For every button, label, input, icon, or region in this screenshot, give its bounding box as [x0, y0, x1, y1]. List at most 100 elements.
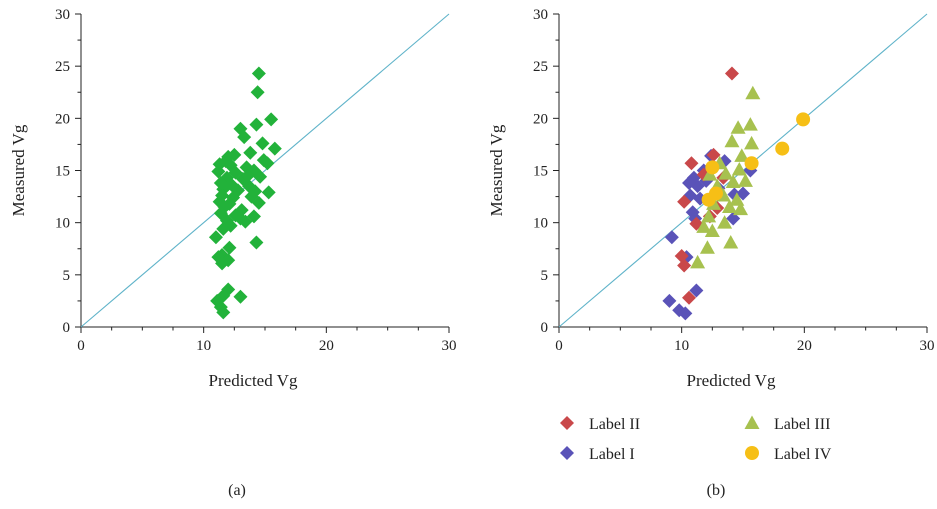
legend: Label II Label I Label III Label IV — [560, 415, 832, 463]
panel-b-x-tick-label: 0 — [555, 338, 563, 354]
panel-b-data-point — [682, 290, 697, 305]
panel-b-data-point — [796, 112, 811, 127]
panel-b-y-tick-label: 20 — [533, 111, 548, 127]
panel-b-y-tick-label: 25 — [533, 59, 548, 75]
panel-b-series-label-iv — [701, 112, 811, 207]
panel-a-data-point — [249, 117, 264, 132]
panel-b-x-tick-label: 20 — [797, 338, 812, 354]
panel-a-data-point — [251, 66, 266, 81]
panel-b-data-point — [724, 133, 740, 148]
legend-entry-label-iii: Label III — [744, 415, 830, 433]
panel-a-y-axis-label: Measured Vg — [9, 124, 28, 216]
panel-a-y-tick-label: 0 — [63, 320, 71, 336]
panel-b-data-point — [731, 161, 747, 176]
panel-b-data-point — [706, 147, 721, 162]
panel-a-data-point — [249, 235, 264, 250]
legend-label: Label IV — [774, 446, 832, 463]
panel-b-data-point — [696, 219, 712, 233]
panel-b-data-point — [677, 194, 692, 209]
panel-a-data-point — [216, 221, 231, 236]
panel-b-data-point — [664, 230, 679, 245]
panel-a-data-point — [253, 169, 268, 184]
panel-b-data-point — [699, 240, 715, 254]
panel-b-data-point — [775, 141, 790, 156]
panel-a: 0 10 20 30 0 5 10 15 20 25 30 Predicted Vg Measured … — [9, 7, 457, 499]
panel-a-y-tick-label: 10 — [55, 216, 70, 232]
panel-b-data-point — [724, 66, 739, 81]
panel-b-data-point — [690, 254, 706, 269]
panel-a-data-point — [261, 185, 276, 200]
panel-a-data-point — [260, 156, 275, 171]
legend-entry-label-i: Label I — [560, 446, 635, 463]
panel-b-data-point — [678, 306, 693, 321]
panel-b-data-point — [717, 215, 733, 229]
panel-b-data-point — [682, 176, 697, 191]
panel-a-data-point — [208, 230, 223, 245]
panel-b-data-point — [684, 156, 699, 171]
panel-b-data-point — [745, 85, 761, 100]
legend-entry-label-ii: Label II — [560, 416, 640, 433]
legend-label: Label III — [774, 416, 830, 433]
panel-b-data-point — [725, 174, 741, 188]
panel-b-data-point — [722, 199, 738, 214]
panel-a-data-point — [215, 256, 230, 271]
panel-a-data-point — [264, 112, 279, 127]
panel-b-data-point — [730, 120, 746, 134]
panel-b-y-tick-label: 30 — [533, 7, 548, 23]
panel-a-reference-line — [80, 13, 450, 328]
panel-a-data-point — [222, 240, 237, 255]
panel-b-y-tick-label: 5 — [541, 268, 549, 284]
panel-b-y-tick-label: 15 — [533, 164, 548, 180]
panel-a-data-point — [240, 168, 255, 183]
panel-b-series-label-iii — [690, 85, 761, 269]
legend-marker-label-iii — [744, 415, 760, 429]
panel-b-data-point — [744, 156, 759, 171]
panel-b-label: (b) — [707, 482, 726, 499]
panel-a-x-tick-label: 30 — [442, 338, 457, 354]
panel-b-data-point — [709, 186, 724, 201]
panel-a-y-tick-label: 20 — [55, 111, 70, 127]
legend-marker-label-i — [560, 446, 574, 460]
panel-b-data-point — [718, 166, 734, 180]
panel-a-x-tick-label: 10 — [196, 338, 211, 354]
legend-label: Label I — [589, 446, 635, 463]
panel-a-y-tick-label: 5 — [63, 268, 71, 284]
panel-a-y-tick-label: 15 — [55, 164, 70, 180]
panel-a-y-tick-label: 30 — [55, 7, 70, 23]
panel-a-data-point — [233, 211, 248, 226]
legend-marker-label-ii — [560, 416, 574, 430]
panel-a-data-point — [216, 305, 231, 320]
panel-a-data-point — [211, 164, 226, 179]
panel-b-data-point — [733, 201, 749, 216]
panel-b-x-tick-label: 30 — [920, 338, 935, 354]
legend-entry-label-iv: Label IV — [745, 446, 832, 463]
panel-a-data-point — [267, 141, 282, 156]
panel-a-data-point — [242, 179, 257, 194]
panel-b: 0 10 20 30 0 5 10 15 20 25 30 Predicted Vg Measured … — [487, 7, 935, 499]
panel-b-data-point — [677, 258, 692, 273]
legend-marker-label-iv — [745, 446, 759, 460]
panel-a-x-tick-label: 20 — [319, 338, 334, 354]
panel-b-y-tick-label: 0 — [541, 320, 549, 336]
panel-a-x-tick-label: 0 — [77, 338, 85, 354]
panel-b-y-axis-label: Measured Vg — [487, 124, 506, 216]
panel-b-data-point — [705, 160, 720, 175]
panel-a-label: (a) — [228, 482, 246, 499]
panel-b-data-point — [689, 283, 704, 298]
panel-b-y-tick-label: 10 — [533, 216, 548, 232]
panel-a-data-point — [237, 130, 252, 145]
panel-a-x-axis-label: Predicted Vg — [209, 371, 298, 390]
panel-a-data-point — [243, 145, 258, 160]
panel-b-x-tick-label: 10 — [674, 338, 689, 354]
panel-b-data-point — [701, 208, 717, 223]
panel-b-data-point — [723, 234, 739, 249]
panel-a-data-point — [255, 136, 270, 151]
legend-label: Label II — [589, 416, 640, 433]
panel-b-data-point — [734, 148, 750, 162]
panel-a-data-point — [250, 85, 265, 100]
panel-a-data-point — [251, 195, 266, 210]
panel-a-data-point — [233, 289, 248, 304]
panel-b-data-point — [737, 173, 753, 187]
